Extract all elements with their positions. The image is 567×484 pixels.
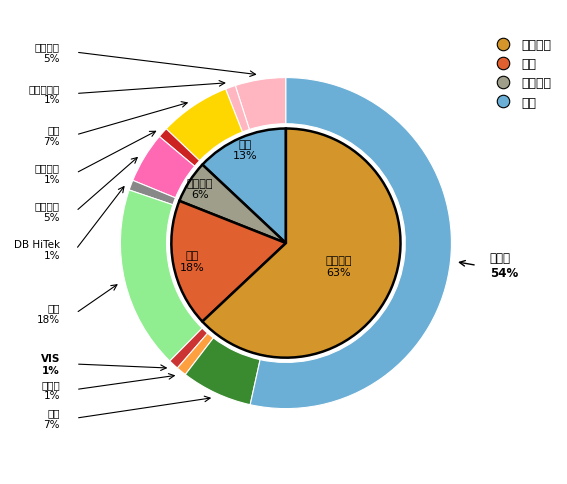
- Wedge shape: [129, 181, 175, 205]
- Wedge shape: [179, 166, 286, 243]
- Text: 中国大陆
6%: 中国大陆 6%: [187, 178, 213, 200]
- Text: 中国台湾
63%: 中国台湾 63%: [325, 256, 352, 277]
- Text: 其他公司
5%: 其他公司 5%: [35, 42, 60, 64]
- Wedge shape: [250, 78, 451, 409]
- Text: 三星
18%: 三星 18%: [37, 302, 60, 324]
- Text: 其他
13%: 其他 13%: [233, 139, 258, 161]
- Text: VIS
1%: VIS 1%: [41, 353, 60, 375]
- Text: 力积电
1%: 力积电 1%: [41, 379, 60, 400]
- Wedge shape: [133, 137, 194, 198]
- Wedge shape: [226, 86, 249, 133]
- Wedge shape: [202, 129, 286, 243]
- Text: 中芯国际
5%: 中芯国际 5%: [35, 201, 60, 223]
- Text: DB HiTek
1%: DB HiTek 1%: [14, 239, 60, 261]
- Wedge shape: [159, 130, 200, 167]
- Text: 格芯
7%: 格芯 7%: [44, 125, 60, 146]
- Wedge shape: [120, 191, 202, 361]
- Wedge shape: [171, 201, 286, 322]
- Wedge shape: [235, 78, 286, 130]
- Text: 华虹宏力
1%: 华虹宏力 1%: [35, 163, 60, 184]
- Text: 联电
7%: 联电 7%: [44, 408, 60, 429]
- Text: 积塔半导体
1%: 积塔半导体 1%: [29, 84, 60, 105]
- Text: 台积电
54%: 台积电 54%: [490, 252, 518, 280]
- Wedge shape: [166, 90, 243, 161]
- Legend: 中国台湾, 韩国, 中国大陆, 其他: 中国台湾, 韩国, 中国大陆, 其他: [485, 34, 557, 114]
- Wedge shape: [185, 338, 260, 405]
- Text: 韩国
18%: 韩国 18%: [180, 251, 205, 272]
- Wedge shape: [177, 333, 213, 375]
- Wedge shape: [202, 129, 400, 358]
- Wedge shape: [170, 329, 208, 368]
